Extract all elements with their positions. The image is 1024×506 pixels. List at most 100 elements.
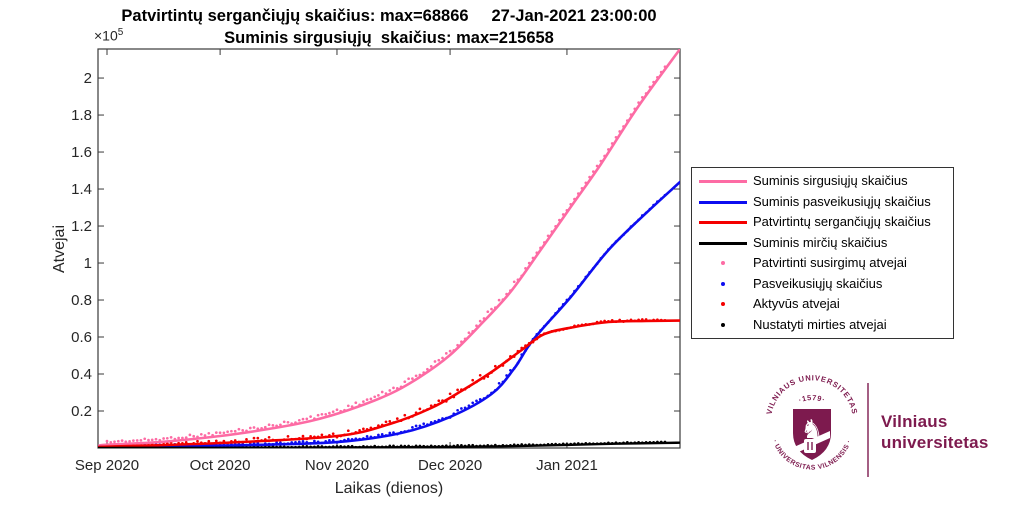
data-point: [252, 436, 256, 440]
legend-dot-sample-icon: [721, 281, 725, 286]
legend-item: Suminis pasveikusiųjų skaičius: [692, 192, 953, 213]
data-point: [207, 431, 211, 435]
data-point: [162, 437, 165, 440]
svg-text:·1579·: ·1579·: [797, 393, 827, 405]
logo-wordmark-line1: Vilniaus: [881, 412, 948, 431]
data-point: [380, 390, 384, 394]
axes-box: [97, 48, 681, 449]
data-point: [377, 433, 380, 437]
seal-year-text: ·1579·: [797, 393, 826, 405]
university-seal-icon: VILNIAUS UNIVERSITETAS ·1579· · UNIVERSI…: [765, 373, 859, 471]
data-point: [365, 434, 369, 438]
legend-item: Suminis sirgusiųjų skaičius: [692, 171, 953, 192]
data-point: [365, 398, 369, 401]
data-point: [147, 438, 150, 442]
y-axis-multiplier: ×105: [94, 27, 124, 44]
x-tick-label: Jan 2021: [536, 457, 598, 474]
legend-item-label: Patvirtinti susirgimų atvejai: [753, 255, 907, 270]
data-point: [512, 280, 516, 284]
data-point: [297, 418, 301, 422]
data-point: [407, 377, 410, 381]
data-point: [437, 358, 441, 362]
data-point: [331, 410, 335, 414]
y-tick-label: 1.2: [71, 218, 92, 236]
data-point: [497, 298, 501, 302]
data-point: [301, 439, 305, 443]
data-point: [192, 434, 196, 438]
data-point: [411, 426, 414, 429]
data-point: [124, 440, 128, 444]
x-tick-label: Oct 2020: [189, 457, 251, 474]
data-point: [143, 437, 147, 441]
legend-item: Aktyvūs atvejai: [692, 294, 953, 315]
data-point: [467, 331, 471, 335]
data-point: [441, 356, 444, 360]
y-tick-label: 2: [83, 70, 92, 88]
data-point: [493, 364, 497, 368]
data-point: [388, 389, 392, 392]
legend-item: Suminis mirčių skaičius: [692, 233, 953, 254]
data-point: [301, 434, 305, 438]
legend-dot-sample-icon: [721, 261, 725, 265]
data-point: [369, 397, 373, 401]
data-point: [135, 439, 139, 442]
data-point: [245, 438, 248, 441]
data-point: [256, 436, 260, 440]
data-point: [478, 319, 482, 323]
y-tick-label: 0.2: [71, 403, 92, 420]
data-point: [263, 425, 267, 429]
legend-item-label: Suminis mirčių skaičius: [753, 234, 888, 250]
data-point: [346, 429, 350, 433]
data-point: [448, 392, 452, 396]
data-point: [380, 433, 384, 436]
data-point: [222, 431, 226, 435]
legend-item-label: Patvirtintų sergančiųjų skaičius: [753, 214, 931, 229]
data-point: [279, 423, 282, 427]
data-point: [128, 440, 131, 443]
chart-title-line1: Patvirtintų sergančiųjų skaičius: max=68…: [121, 7, 657, 25]
logo-wordmark-line2: universitetas: [881, 433, 989, 452]
legend-item: Patvirtinti susirgimų atvejai: [692, 253, 953, 274]
data-point: [444, 352, 448, 355]
data-point: [226, 430, 229, 434]
legend-line-sample-icon: [699, 180, 747, 183]
data-point: [282, 420, 286, 424]
data-point: [471, 401, 475, 405]
legend-line-sample-icon: [699, 200, 747, 204]
data-point: [422, 422, 426, 426]
x-tick-label: Nov 2020: [304, 457, 370, 474]
data-point: [490, 307, 493, 311]
data-point: [252, 426, 256, 429]
data-point: [456, 408, 459, 412]
legend-box: Suminis sirgusiųjų skaičius Suminis pasve…: [691, 167, 954, 339]
data-point: [395, 417, 399, 420]
data-point: [203, 434, 207, 437]
y-tick-label: 1.6: [71, 144, 92, 162]
seal-emblem: [804, 439, 816, 453]
legend-item: Patvirtintų sergančiųjų skaičius: [692, 212, 953, 233]
data-point: [169, 436, 173, 439]
data-point: [267, 423, 271, 427]
legend-item: Nustatyti mirties atvejai: [692, 315, 953, 336]
data-point: [388, 431, 392, 435]
data-point: [165, 436, 169, 440]
data-point: [316, 413, 320, 417]
legend-line-sample-icon: [699, 241, 747, 245]
data-point: [437, 399, 441, 403]
data-point: [230, 429, 233, 433]
data-point: [403, 413, 407, 417]
legend-item-label: Nustatyti mirties atvejai: [753, 316, 887, 332]
data-point: [384, 420, 388, 424]
data-point: [414, 374, 418, 378]
data-point: [248, 426, 252, 430]
data-point: [328, 439, 331, 442]
data-point: [403, 380, 407, 384]
data-point: [373, 395, 377, 399]
data-point: [309, 415, 312, 418]
data-point: [475, 399, 478, 403]
legend-item: Pasveikusiųjų skaičius: [692, 274, 953, 295]
data-point: [120, 439, 124, 442]
data-point: [456, 388, 459, 392]
data-point: [328, 411, 331, 415]
